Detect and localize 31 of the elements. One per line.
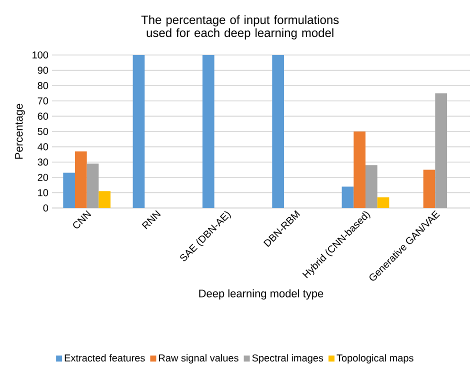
bar [365,165,378,208]
y-tick-label: 80 [38,82,48,90]
x-axis-title: Deep learning model type [199,289,324,300]
bar [377,197,390,208]
y-tick-label: 30 [38,158,48,166]
y-tick-label: 100 [32,51,48,59]
y-axis-title: Percentage [15,104,25,159]
legend-label: Extracted features [64,354,145,362]
y-tick-label: 70 [38,97,48,104]
bar [342,186,354,208]
bar [202,54,214,208]
y-tick-label: 60 [38,112,48,120]
bar [63,172,75,208]
y-tick-label: 90 [38,66,48,74]
legend-label: Spectral images [252,354,324,364]
legend-label: Raw signal values [159,354,238,364]
y-tick-label: 50 [38,128,48,136]
legend-label: Topological maps [336,354,414,364]
bar [435,93,447,208]
bar [132,54,145,208]
bar [74,151,87,208]
bar [86,164,99,208]
bar [98,191,111,208]
bar [423,170,436,208]
y-tick-label: 40 [38,143,48,150]
bar [354,131,366,208]
y-tick-label: 20 [38,174,48,181]
chart-title: The percentage of input formulations used for each deep learning model [141,15,339,40]
y-tick-label: 10 [38,189,48,196]
y-tick-label: 0 [43,204,48,212]
bar [272,54,284,208]
